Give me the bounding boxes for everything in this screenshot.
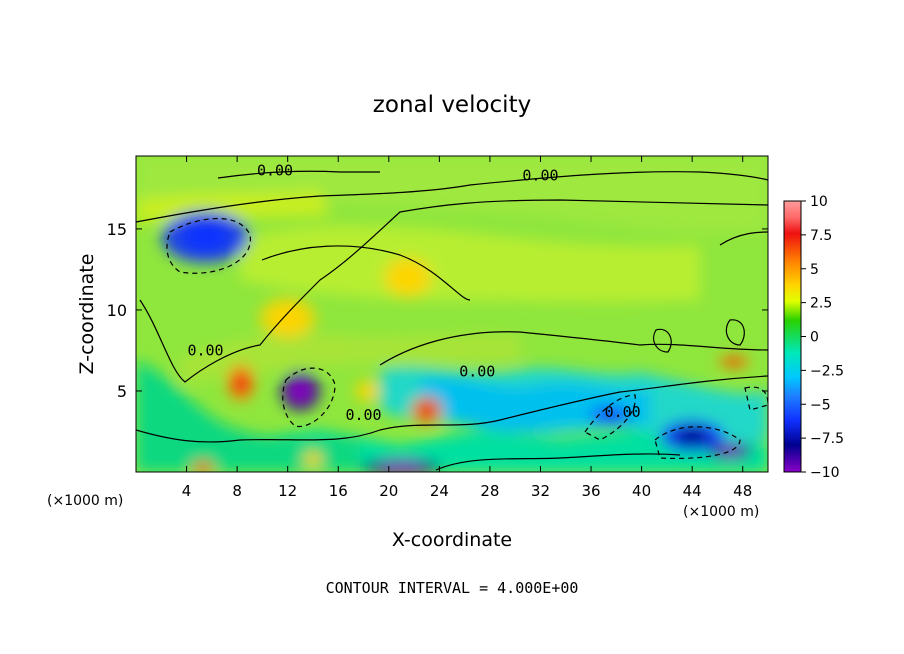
field-core-5 [289, 379, 312, 402]
field-core-11 [725, 358, 743, 366]
x-tick-label-6: 24 [430, 482, 449, 500]
field-core-4 [233, 372, 249, 393]
field-region-5 [136, 156, 768, 234]
colorbar-label-7: −5 [810, 397, 831, 413]
chart-title: zonal velocity [373, 92, 531, 118]
field-core-1 [181, 222, 230, 252]
colorbar-label-6: −2.5 [810, 363, 844, 379]
colorbar-label-9: −10 [810, 465, 840, 481]
contour-label-4: 0.00 [459, 362, 495, 380]
contour-label-1: 0.00 [257, 161, 293, 179]
x-tick-label-4: 16 [329, 482, 348, 500]
x-tick-label-5: 20 [379, 482, 398, 500]
field-core-6 [417, 402, 436, 419]
contour-interval-note: CONTOUR INTERVAL = 4.000E+00 [326, 579, 579, 597]
colorbar-label-1: 10 [810, 194, 828, 210]
y-tick-label-3: 15 [107, 220, 127, 239]
x-tick-label-7: 28 [480, 482, 499, 500]
field-core-12 [599, 410, 621, 420]
x-tick-label-9: 36 [581, 482, 600, 500]
x-tick-label-8: 32 [531, 482, 550, 500]
field-core-14 [307, 454, 319, 464]
contour-line-2 [217, 170, 380, 179]
contour-line-7 [725, 319, 745, 346]
field-core-13 [196, 463, 210, 471]
x-unit-left: (×1000 m) [47, 493, 123, 509]
colorbar-label-2: 7.5 [810, 228, 832, 244]
field-region-2 [136, 360, 360, 472]
colorbar-label-3: 5 [810, 262, 819, 278]
x-tick-label-12: 48 [733, 482, 752, 500]
colorbar-label-5: 0 [810, 330, 819, 346]
colorbar-label-8: −7.5 [810, 431, 844, 447]
field-core-9 [674, 427, 710, 446]
colorbar [783, 200, 802, 473]
contour-line-5 [379, 331, 768, 366]
field-region-8 [180, 333, 520, 385]
field-region-7 [240, 225, 700, 303]
plot-area [136, 156, 768, 472]
field-core-10 [717, 446, 743, 456]
contour-label-5: 0.00 [345, 406, 381, 424]
x-tick-label-3: 12 [278, 482, 297, 500]
y-tick-label-2: 10 [107, 301, 127, 320]
x-unit-right: (×1000 m) [683, 504, 759, 520]
contour-label-6: 0.00 [605, 403, 641, 421]
dashed-contour-3 [654, 426, 741, 459]
contour-line-1 [136, 171, 768, 223]
colorbar-label-4: 2.5 [810, 296, 832, 312]
x-tick-label-2: 8 [232, 482, 242, 500]
y-tick-label-1: 5 [117, 382, 127, 401]
plot-frame [135, 155, 769, 473]
dashed-contour-2 [282, 367, 336, 428]
x-tick-label-11: 44 [683, 482, 702, 500]
contour-line-8 [653, 328, 672, 353]
contour-label-2: 0.00 [522, 166, 558, 184]
field-core-7 [360, 385, 374, 397]
x-tick-label-1: 4 [182, 482, 192, 500]
x-axis-label: X-coordinate [392, 529, 512, 551]
x-tick-label-10: 40 [632, 482, 651, 500]
field-core-3 [394, 266, 421, 289]
dashed-contour-5 [744, 386, 768, 411]
y-axis-label: Z-coordinate [76, 254, 98, 375]
dashed-contour-1 [166, 217, 251, 274]
field-core-8 [379, 462, 424, 472]
dashed-contour-4 [584, 394, 636, 441]
contour-line-6 [719, 231, 768, 246]
contour-line-3 [139, 199, 768, 383]
contour-line-9 [435, 453, 681, 471]
contour-label-3: 0.00 [187, 341, 223, 359]
contour-line-4 [136, 375, 768, 443]
field-core-2 [272, 307, 304, 330]
contour-line-10 [261, 245, 471, 301]
